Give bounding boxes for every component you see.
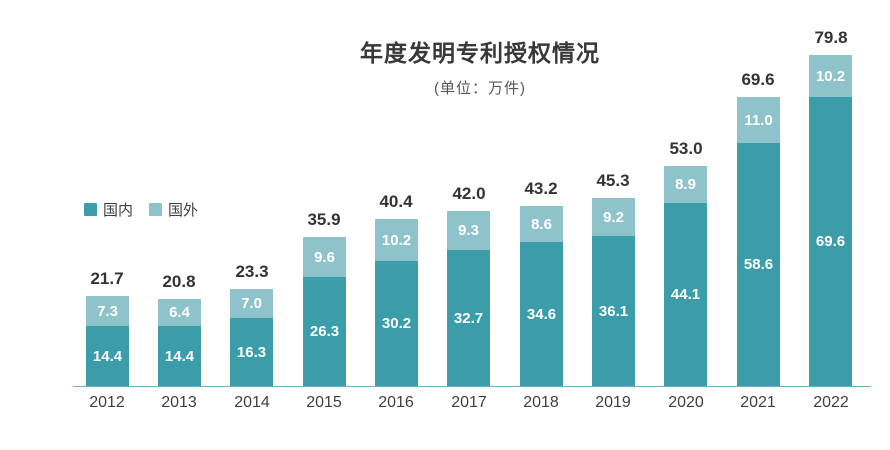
bar-segment-foreign-2022: 10.2	[809, 55, 852, 97]
total-label-2014: 23.3	[235, 262, 269, 281]
total-label-2012: 21.7	[90, 269, 124, 288]
segment-value-domestic: 36.1	[598, 302, 629, 320]
bar-segment-foreign-2015: 9.6	[303, 237, 346, 277]
bar-segment-domestic-2018: 34.6	[520, 242, 563, 386]
year-label-2013: 2013	[161, 394, 197, 411]
bar-segment-domestic-2022: 69.6	[809, 97, 852, 386]
bar-group-2017: 9.3 32.7	[447, 211, 490, 386]
total-label-2018: 43.2	[524, 179, 558, 198]
bar-group-2021: 11.0 58.6	[737, 97, 780, 386]
bar-group-2015: 9.6 26.3	[303, 237, 346, 386]
legend-label-domestic: 国内	[103, 202, 134, 219]
total-label-2022: 79.8	[814, 28, 848, 47]
total-label-2013: 20.8	[162, 272, 196, 291]
year-label-2017: 2017	[451, 394, 487, 411]
segment-value-foreign: 8.9	[675, 176, 696, 193]
segment-value-domestic: 14.4	[164, 347, 195, 365]
year-label-2021: 2021	[740, 394, 776, 411]
segment-value-foreign: 6.4	[169, 304, 190, 321]
segment-value-domestic: 32.7	[453, 309, 484, 327]
year-label-2012: 2012	[89, 394, 125, 411]
segment-value-foreign: 11.0	[744, 111, 773, 129]
bar-segment-foreign-2020: 8.9	[664, 166, 707, 203]
x-axis-line	[73, 386, 871, 387]
total-label-2020: 53.0	[669, 139, 703, 158]
bar-segment-foreign-2016: 10.2	[375, 219, 418, 261]
segment-value-domestic: 30.2	[381, 315, 412, 332]
segment-value-foreign: 10.2	[815, 67, 846, 85]
segment-value-domestic: 44.1	[670, 286, 701, 303]
bar-segment-foreign-2019: 9.2	[592, 198, 635, 236]
year-label-2018: 2018	[523, 394, 559, 411]
bar-group-2022: 10.2 69.6	[809, 55, 852, 386]
bar-segment-domestic-2021: 58.6	[737, 143, 780, 386]
chart-title: 年度发明专利授权情况	[360, 40, 600, 66]
bar-group-2018: 8.6 34.6	[520, 206, 563, 386]
bar-segment-foreign-2013: 6.4	[158, 299, 201, 326]
bar-segment-domestic-2020: 44.1	[664, 203, 707, 386]
bar-segment-domestic-2015: 26.3	[303, 277, 346, 386]
bar-segment-domestic-2012: 14.4	[86, 326, 129, 386]
bar-segment-domestic-2014: 16.3	[230, 318, 273, 386]
year-label-2019: 2019	[595, 394, 631, 411]
total-label-2017: 42.0	[452, 184, 486, 203]
segment-value-foreign: 9.3	[458, 222, 479, 239]
legend-label-foreign: 国外	[168, 202, 199, 219]
bar-group-2020: 8.9 44.1	[664, 166, 707, 386]
bar-segment-domestic-2017: 32.7	[447, 250, 490, 386]
bar-segment-foreign-2018: 8.6	[520, 206, 563, 242]
segment-value-foreign: 7.3	[97, 302, 118, 320]
segment-value-foreign: 8.6	[531, 215, 552, 233]
legend: 国内 国外	[84, 199, 198, 220]
bar-segment-foreign-2012: 7.3	[86, 296, 129, 326]
bar-group-2012: 7.3 14.4	[86, 296, 129, 386]
segment-value-foreign: 9.6	[314, 248, 335, 266]
total-label-2019: 45.3	[596, 171, 630, 190]
segment-value-foreign: 10.2	[381, 231, 412, 249]
segment-value-domestic: 14.4	[92, 347, 123, 365]
bar-segment-foreign-2014: 7.0	[230, 289, 273, 318]
chart-subtitle: (单位：万件)	[434, 80, 526, 97]
bar-segment-domestic-2016: 30.2	[375, 261, 418, 386]
segment-value-domestic: 26.3	[309, 323, 340, 340]
segment-value-domestic: 69.6	[815, 233, 846, 250]
year-label-2022: 2022	[813, 394, 849, 411]
bar-group-2014: 7.0 16.3	[230, 289, 273, 386]
bar-segment-domestic-2013: 14.4	[158, 326, 201, 386]
legend-item-domestic: 国内	[84, 199, 133, 220]
legend-swatch-foreign-icon	[149, 203, 163, 216]
year-label-2015: 2015	[306, 394, 342, 411]
segment-value-foreign: 9.2	[603, 208, 624, 226]
bar-group-2016: 10.2 30.2	[375, 219, 418, 386]
segment-value-domestic: 16.3	[236, 343, 267, 361]
bar-group-2019: 9.2 36.1	[592, 198, 635, 386]
segment-value-domestic: 34.6	[526, 305, 557, 323]
total-label-2015: 35.9	[307, 210, 341, 229]
bar-group-2013: 6.4 14.4	[158, 299, 201, 386]
title-block: 年度发明专利授权情况 (单位：万件)	[70, 34, 890, 98]
bar-segment-domestic-2019: 36.1	[592, 236, 635, 386]
legend-item-foreign: 国外	[149, 199, 198, 220]
legend-swatch-domestic-icon	[84, 203, 97, 216]
bar-segment-foreign-2021: 11.0	[737, 97, 780, 143]
segment-value-foreign: 7.0	[241, 295, 262, 312]
bar-segment-foreign-2017: 9.3	[447, 211, 490, 250]
year-label-2020: 2020	[668, 394, 704, 411]
total-label-2016: 40.4	[379, 192, 413, 211]
total-label-2021: 69.6	[741, 70, 775, 89]
year-label-2014: 2014	[234, 394, 270, 411]
segment-value-domestic: 58.6	[743, 256, 774, 273]
year-label-2016: 2016	[378, 394, 414, 411]
